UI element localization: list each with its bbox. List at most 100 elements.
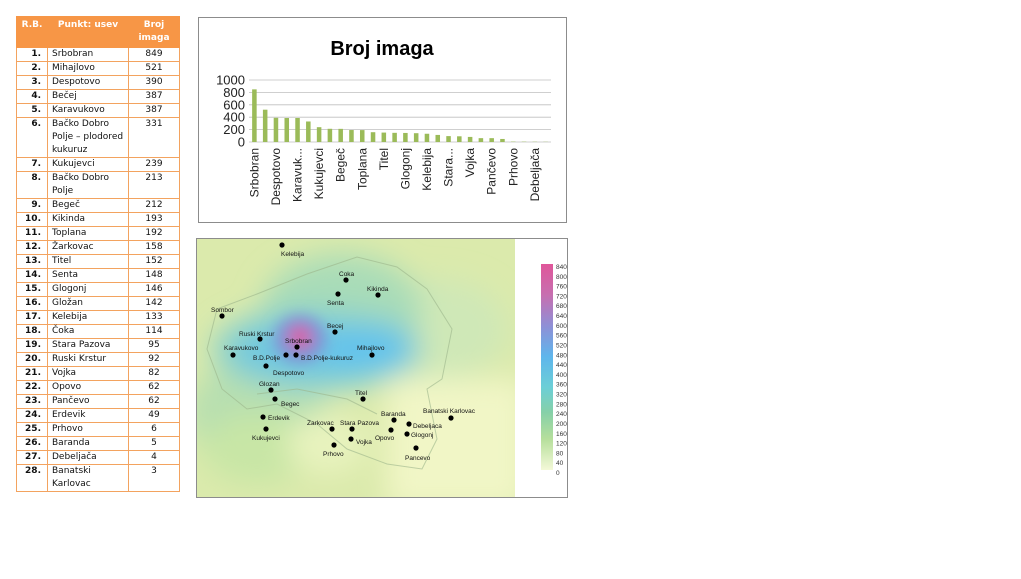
legend-tick-label: 520 <box>556 342 567 349</box>
table-cell-punkt: Gložan <box>47 296 129 311</box>
table-cell-punkt: Toplana <box>47 226 129 241</box>
legend-tick-label: 240 <box>556 411 567 418</box>
y-tick-label: 600 <box>223 97 245 112</box>
y-tick-label: 0 <box>238 135 245 150</box>
x-tick-label: Vojka <box>463 148 477 178</box>
table-row: 21. Vojka 82 <box>16 366 180 381</box>
map-point-label: Karavukovo <box>224 345 259 352</box>
table-cell-rb: 12. <box>16 240 48 255</box>
map-point-label: Debeljaca <box>413 423 442 430</box>
table-row: 20. Ruski Krstur 92 <box>16 352 180 367</box>
table-cell-rb: 25. <box>16 422 48 437</box>
map-point-label: Kukujevci <box>252 435 280 442</box>
table-cell-punkt: Karavukovo <box>47 103 129 118</box>
table-cell-rb: 19. <box>16 338 48 353</box>
table-cell-rb: 11. <box>16 226 48 241</box>
table-cell-broj: 212 <box>128 198 180 213</box>
bar <box>284 118 290 142</box>
legend-tick-label: 40 <box>556 460 564 467</box>
heat-map-svg: 8408007607206806406005605204804404003603… <box>197 239 567 497</box>
legend-tick-label: 200 <box>556 421 567 428</box>
bar <box>435 134 441 142</box>
y-tick-label: 1000 <box>216 73 245 88</box>
legend-ticks: 8408007607206806406005605204804404003603… <box>556 264 567 477</box>
table-row: 15. Glogonj 146 <box>16 282 180 297</box>
map-point-label: Vojka <box>356 439 372 446</box>
table-body: 1. Srbobran 849 2. Mihajlovo 521 3. Despotovo 39… <box>16 47 180 492</box>
header-punkt: Punkt: usev <box>47 16 129 48</box>
table-cell-broj: 146 <box>128 282 180 297</box>
table-cell-punkt: Čoka <box>47 324 129 339</box>
table-cell-rb: 24. <box>16 408 48 423</box>
x-tick-label: Toplana <box>355 148 369 190</box>
table-row: 2. Mihajlovo 521 <box>16 61 180 76</box>
legend-tick-label: 320 <box>556 392 567 399</box>
table-cell-broj: 5 <box>128 436 180 451</box>
bar <box>424 133 430 142</box>
map-point-label: Begec <box>281 401 300 408</box>
table-cell-rb: 10. <box>16 212 48 227</box>
table-cell-punkt: Kelebija <box>47 310 129 325</box>
map-point-marker <box>413 445 419 451</box>
table-cell-punkt: Titel <box>47 254 129 269</box>
table-cell-rb: 1. <box>16 47 48 62</box>
table-cell-punkt: Srbobran <box>47 47 129 62</box>
table-cell-rb: 18. <box>16 324 48 339</box>
map-point-label: Kelebija <box>281 251 305 258</box>
table-row: 24. Erdevik 49 <box>16 408 180 423</box>
table-cell-broj: 158 <box>128 240 180 255</box>
table-cell-rb: 21. <box>16 366 48 381</box>
table-cell-broj: 114 <box>128 324 180 339</box>
map-point-marker <box>219 313 225 319</box>
x-tick-label: Srbobran <box>247 148 261 197</box>
bar <box>273 117 279 142</box>
bar <box>403 132 408 142</box>
table-cell-rb: 3. <box>16 75 48 90</box>
table-row: 6. Bačko Dobro Polje – plodored kukuruz 33… <box>16 117 180 158</box>
table-cell-punkt: Despotovo <box>47 75 129 90</box>
bar <box>478 138 484 142</box>
table-cell-broj: 331 <box>128 117 180 158</box>
map-point-marker <box>360 396 366 402</box>
map-point-marker <box>404 431 410 437</box>
x-tick-label: Glogonj <box>398 148 412 189</box>
map-point-marker <box>230 352 236 358</box>
map-point-label: Erdevik <box>268 415 290 422</box>
table-cell-broj: 193 <box>128 212 180 227</box>
table-cell-broj: 213 <box>128 171 180 199</box>
legend-tick-label: 80 <box>556 450 564 457</box>
data-table: R.B. Punkt: usev Broj imaga 1. Srbobran 84… <box>16 16 180 492</box>
y-tick-label: 800 <box>223 85 245 100</box>
map-point-marker <box>329 426 335 432</box>
table-cell-punkt: Bačko Dobro Polje <box>47 171 129 199</box>
map-point-marker <box>448 415 454 421</box>
table-cell-punkt: Senta <box>47 268 129 283</box>
map-point-marker <box>263 363 269 369</box>
map-point-marker <box>369 352 375 358</box>
table-cell-rb: 4. <box>16 89 48 104</box>
region-outline <box>206 256 453 470</box>
table-cell-rb: 8. <box>16 171 48 199</box>
bar <box>500 138 505 142</box>
map-point-label: Titel <box>355 390 368 397</box>
legend-colorbar <box>541 264 553 470</box>
table-cell-punkt: Glogonj <box>47 282 129 297</box>
map-point-marker <box>343 277 349 283</box>
map-point-label: Kikinda <box>367 286 389 293</box>
table-cell-broj: 148 <box>128 268 180 283</box>
y-tick-label: 400 <box>223 110 245 125</box>
x-tick-label: Pančevo <box>485 148 499 195</box>
table-cell-broj: 95 <box>128 338 180 353</box>
table-row: 9. Begeč 212 <box>16 198 180 213</box>
table-cell-rb: 2. <box>16 61 48 76</box>
table-cell-broj: 152 <box>128 254 180 269</box>
table-cell-broj: 49 <box>128 408 180 423</box>
table-row: 23. Pančevo 62 <box>16 394 180 409</box>
table-cell-rb: 13. <box>16 254 48 269</box>
table-cell-rb: 17. <box>16 310 48 325</box>
y-tick-label: 200 <box>223 122 245 137</box>
table-cell-rb: 7. <box>16 157 48 172</box>
map-point-marker <box>348 436 354 442</box>
bar <box>467 136 473 142</box>
